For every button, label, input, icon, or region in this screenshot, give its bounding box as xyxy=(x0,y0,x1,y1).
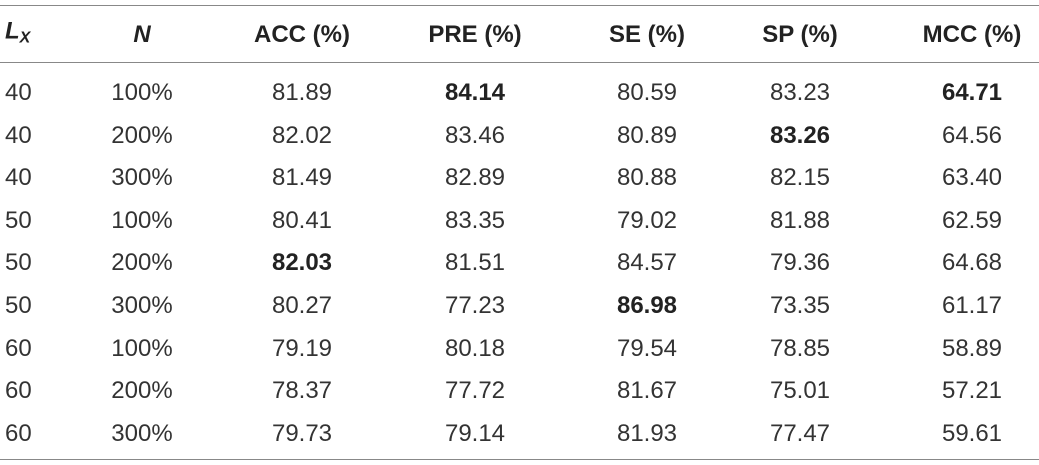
table-cell: 63.40 xyxy=(941,164,1003,192)
table-cell: 100% xyxy=(111,334,173,362)
header-cell: MCC (%) xyxy=(922,21,1022,48)
table-cell: 83.23 xyxy=(769,79,831,106)
table-cell: 78.85 xyxy=(769,334,831,362)
table-cell: 64.68 xyxy=(941,249,1003,277)
table-cell: 58.89 xyxy=(941,334,1003,362)
table-cell: 200% xyxy=(111,121,173,149)
table-cell: 83.46 xyxy=(444,121,506,149)
header-cell: LX xyxy=(5,17,30,54)
table-cell: 50 xyxy=(5,249,32,277)
table-cell: 77.72 xyxy=(444,377,506,405)
table-cell: 82.15 xyxy=(769,164,831,192)
table-cell: 75.01 xyxy=(769,377,831,405)
table-cell: 62.59 xyxy=(941,206,1003,234)
header-subscript: X xyxy=(19,29,31,47)
table-cell: 82.02 xyxy=(271,121,333,149)
table-cell: 81.93 xyxy=(616,419,678,447)
table-cell: 200% xyxy=(111,249,173,277)
table-cell: 80.88 xyxy=(616,164,678,192)
table-cell: 64.56 xyxy=(941,121,1003,149)
table-cell: 79.36 xyxy=(769,249,831,277)
table-cell: 79.19 xyxy=(271,334,333,362)
table-cell: 79.54 xyxy=(616,334,678,362)
table-cell: 83.35 xyxy=(444,206,506,234)
table-cell: 80.27 xyxy=(271,292,333,319)
table-cell: 60 xyxy=(5,377,32,405)
header-main: L xyxy=(5,17,20,45)
header-cell: ACC (%) xyxy=(254,21,350,48)
table-cell: 77.23 xyxy=(444,292,506,319)
table-cell: 79.73 xyxy=(271,419,333,447)
table-cell: 81.88 xyxy=(769,206,831,234)
table-cell: 60 xyxy=(5,334,32,362)
table-cell: 300% xyxy=(111,164,173,192)
header-cell: SP (%) xyxy=(762,21,838,48)
table-cell: 59.61 xyxy=(941,419,1003,447)
table-cell: 80.89 xyxy=(616,121,678,149)
table-cell: 57.21 xyxy=(941,377,1003,405)
table-cell: 80.41 xyxy=(271,206,333,234)
table-cell: 84.57 xyxy=(616,249,678,277)
table-cell: 100% xyxy=(111,79,173,106)
table-cell: 80.18 xyxy=(444,334,506,362)
table-cell: 81.51 xyxy=(444,249,506,277)
table-cell: 100% xyxy=(111,206,173,234)
table-cell: 78.37 xyxy=(271,377,333,405)
table-cell: 84.14 xyxy=(444,79,506,106)
table-cell: 82.03 xyxy=(271,249,333,277)
table-cell: 86.98 xyxy=(616,292,678,319)
table-cell: 40 xyxy=(5,79,32,106)
table-cell: 83.26 xyxy=(769,121,831,149)
table-cell: 61.17 xyxy=(941,292,1003,319)
table-cell: 60 xyxy=(5,419,32,447)
table-cell: 73.35 xyxy=(769,292,831,319)
table-cell: 81.67 xyxy=(616,377,678,405)
header-cell: N xyxy=(133,21,151,48)
table-cell: 50 xyxy=(5,206,32,234)
header-cell: PRE (%) xyxy=(428,21,522,48)
header-rule xyxy=(0,62,1039,63)
header-cell: SE (%) xyxy=(608,21,686,48)
table-cell: 81.49 xyxy=(271,164,333,192)
bottom-rule xyxy=(0,459,1039,460)
table-cell: 40 xyxy=(5,121,32,149)
table-cell: 40 xyxy=(5,164,32,192)
table-cell: 81.89 xyxy=(271,79,333,106)
table-cell: 300% xyxy=(111,292,173,319)
table-cell: 79.14 xyxy=(444,419,506,447)
table-cell: 50 xyxy=(5,292,32,319)
table-cell: 300% xyxy=(111,419,173,447)
table-cell: 64.71 xyxy=(941,79,1003,106)
table-cell: 82.89 xyxy=(444,164,506,192)
table-cell: 80.59 xyxy=(616,79,678,106)
table-cell: 79.02 xyxy=(616,206,678,234)
table-cell: 200% xyxy=(111,377,173,405)
table-cell: 77.47 xyxy=(769,419,831,447)
top-rule xyxy=(0,5,1039,6)
